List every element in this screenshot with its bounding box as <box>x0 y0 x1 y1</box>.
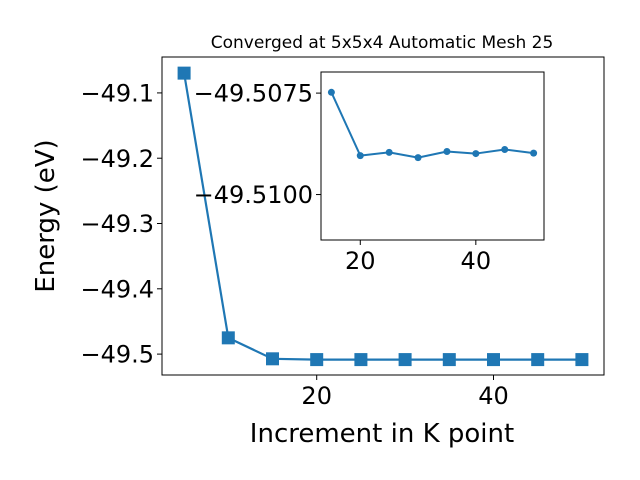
main-x-tick-label: 40 <box>478 382 509 410</box>
main-y-tick-label: −49.3 <box>80 210 154 238</box>
main-y-tick-label: −49.1 <box>80 80 154 108</box>
inset-data-point <box>327 88 335 96</box>
main-y-tick-label: −49.2 <box>80 145 154 173</box>
main-data-point <box>531 353 545 367</box>
chart-title: Converged at 5x5x4 Automatic Mesh 25 <box>211 33 554 53</box>
inset-data-point <box>414 154 422 162</box>
inset-y-tick-label: −49.5075 <box>194 80 313 108</box>
main-data-point <box>575 353 589 367</box>
main-data-point <box>354 353 368 367</box>
main-data-point <box>487 353 500 367</box>
y-axis-label: Energy (eV) <box>31 139 61 292</box>
main-y-tick-label: −49.4 <box>80 275 154 303</box>
main-series <box>177 66 589 367</box>
main-series-line <box>183 72 582 361</box>
main-data-point <box>266 352 279 366</box>
main-data-point <box>398 353 412 367</box>
inset-axis-ticks: 20 40 −49.5100 −49.5075 <box>194 80 491 275</box>
inset-data-point <box>530 149 538 157</box>
inset-series-line <box>330 91 534 159</box>
inset-data-point <box>501 146 509 154</box>
main-axis-ticks: 20 40 −49.1 −49.2 −49.3 −49.4 −49.5 <box>80 80 508 410</box>
inset-data-point <box>356 152 364 160</box>
inset-data-point <box>443 148 451 156</box>
inset-background <box>321 72 544 240</box>
inset-y-tick-label: −49.5100 <box>194 181 313 209</box>
main-data-point <box>177 66 191 80</box>
main-data-point <box>310 353 324 367</box>
inset-x-tick-label: 20 <box>345 247 376 275</box>
inset-x-tick-label: 40 <box>461 247 492 275</box>
main-x-tick-label: 20 <box>301 382 332 410</box>
main-data-point <box>442 353 456 367</box>
main-plot-frame <box>161 56 605 376</box>
inset-data-point <box>472 150 480 158</box>
inset-series <box>327 88 538 162</box>
main-data-point <box>221 331 235 345</box>
x-axis-label: Increment in K point <box>250 419 514 449</box>
inset-plot-frame <box>320 71 545 241</box>
inset-data-point <box>385 148 393 156</box>
main-y-tick-label: −49.5 <box>80 341 154 369</box>
